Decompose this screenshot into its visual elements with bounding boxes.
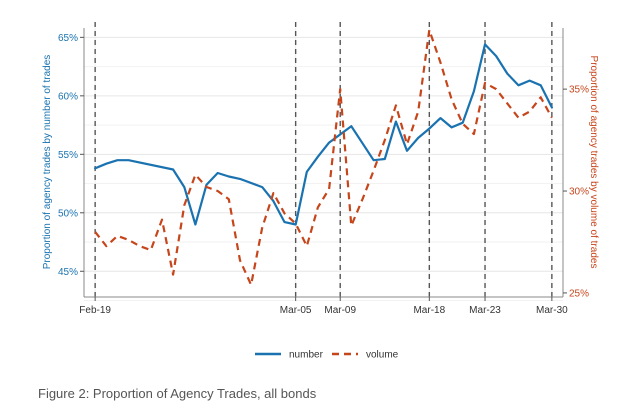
x-tick-label: Mar-05 [280,305,312,316]
legend: number volume [255,350,399,361]
y-left-tick-label: 45% [58,267,78,278]
grid [84,28,563,302]
legend-label-number: number [289,350,324,361]
x-tick-label: Mar-09 [324,305,356,316]
y-right-tick-label: 35% [569,85,589,96]
series-line-volume [94,28,553,286]
y-right-tick-label: 25% [569,288,589,299]
y-right-tick-label: 30% [569,187,589,198]
x-tick-label: Mar-30 [536,305,568,316]
axes: 45% 50% 55% 60% 65% 25% 30% 35% Feb-19 Mar-05 Mar-… [58,28,589,316]
y-axis-right-label: Proportion of agency trades by volume of… [588,56,599,269]
event-lines [94,22,553,297]
legend-label-volume: volume [366,350,399,361]
x-tick-label: Mar-23 [469,305,501,316]
series-group [93,28,554,286]
y-left-tick-label: 55% [58,150,78,161]
y-left-tick-label: 65% [58,33,78,44]
x-tick-label: Mar-18 [413,305,445,316]
y-left-tick-label: 50% [58,208,78,219]
agency-trades-chart: 45% 50% 55% 60% 65% 25% 30% 35% Feb-19 Mar-05 Mar-… [42,22,599,361]
series-line-number [93,43,554,226]
x-tick-label: Feb-19 [79,305,111,316]
y-left-tick-label: 60% [58,91,78,102]
y-axis-left-label: Proportion of agency trades by number of… [42,55,53,270]
figure-caption: Figure 2: Proportion of Agency Trades, a… [38,386,317,401]
